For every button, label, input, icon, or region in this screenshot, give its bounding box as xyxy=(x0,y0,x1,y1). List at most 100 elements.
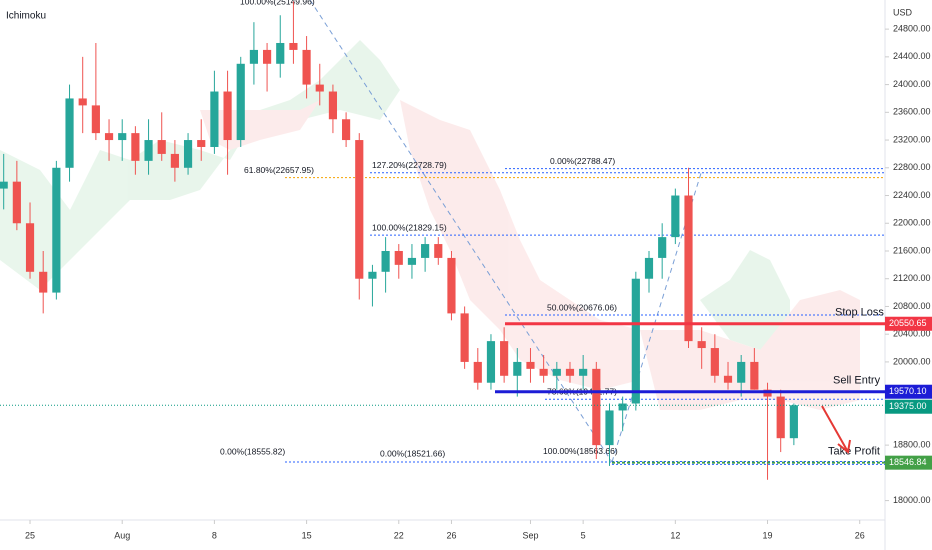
indicator-title: Ichimoku xyxy=(6,11,46,22)
candle-body xyxy=(249,49,258,64)
candle-body xyxy=(52,167,61,293)
candle-body xyxy=(104,133,114,141)
candle-body xyxy=(355,140,364,279)
candle-body xyxy=(39,271,48,293)
candle-body xyxy=(315,84,324,92)
y-tick-label: 23600.00 xyxy=(893,107,931,117)
fib-trend-line xyxy=(309,0,613,463)
candle-body xyxy=(671,195,680,238)
candle-body xyxy=(684,195,693,342)
candle-body xyxy=(0,181,8,189)
x-tick-label: Aug xyxy=(114,530,130,540)
candle-body xyxy=(737,361,746,383)
price-label: 18546.84 xyxy=(889,457,927,467)
fib-label: 0.00%(22788.47) xyxy=(550,156,615,166)
price-label-box xyxy=(885,455,932,470)
arrow xyxy=(821,405,851,454)
candle-body xyxy=(789,405,798,439)
candle-body xyxy=(697,341,706,349)
candle-body xyxy=(618,403,627,411)
candle-body xyxy=(144,140,153,161)
y-tick-label: 22800.00 xyxy=(893,162,931,172)
level-name: Sell Entry xyxy=(833,375,881,387)
y-tick-label: 24400.00 xyxy=(893,51,931,61)
candle-body xyxy=(342,119,351,141)
fib-label: 100.00%(25149.96) xyxy=(240,0,315,6)
candle-body xyxy=(592,368,601,446)
cloud-red xyxy=(640,290,860,410)
y-tick-label: 24000.00 xyxy=(893,79,931,89)
candle-body xyxy=(236,63,245,141)
price-label-box xyxy=(885,316,932,331)
currency-label: USD xyxy=(893,7,913,17)
candle-body xyxy=(434,244,443,258)
fib-label: 100.00%(21829.15) xyxy=(372,222,447,232)
candle-body xyxy=(328,91,338,120)
candle-body xyxy=(500,341,509,376)
x-tick-label: 8 xyxy=(212,530,217,540)
candle-body xyxy=(65,98,74,168)
candle-body xyxy=(750,361,759,390)
price-label: 20550.65 xyxy=(889,318,927,328)
x-tick-label: 26 xyxy=(855,530,865,540)
candle-body xyxy=(223,91,232,141)
candle-body xyxy=(513,361,522,376)
candle-body xyxy=(118,133,127,141)
candle-body xyxy=(91,105,100,134)
price-label: 19375.00 xyxy=(889,401,927,411)
candle-body xyxy=(394,250,403,265)
candle-body xyxy=(368,271,377,279)
candle-body xyxy=(460,313,469,362)
x-tick-label: Sep xyxy=(522,530,538,540)
x-tick-label: 5 xyxy=(581,530,586,540)
fib-label: 127.20%(22728.79) xyxy=(372,160,447,170)
price-label-box xyxy=(885,399,932,414)
y-tick-label: 18000.00 xyxy=(893,495,931,505)
candle-body xyxy=(631,278,640,404)
candle-body xyxy=(776,396,785,439)
x-tick-label: 22 xyxy=(394,530,404,540)
candle-body xyxy=(276,42,285,64)
price-label: 19570.10 xyxy=(889,386,927,396)
x-tick-label: 19 xyxy=(763,530,773,540)
candle-body xyxy=(381,250,390,272)
y-tick-label: 22000.00 xyxy=(893,218,931,228)
candle-body xyxy=(565,368,575,376)
candle-body xyxy=(552,368,561,376)
y-tick-label: 20400.00 xyxy=(893,329,931,339)
candle-body xyxy=(25,223,35,272)
y-tick-label: 22400.00 xyxy=(893,190,931,200)
x-tick-label: 12 xyxy=(670,530,680,540)
candle-body xyxy=(183,140,193,168)
candle-body xyxy=(289,42,298,50)
x-tick-label: 26 xyxy=(446,530,456,540)
candle-body xyxy=(157,140,166,154)
candle-body xyxy=(12,181,21,224)
candle-body xyxy=(302,49,311,85)
candle-body xyxy=(210,91,219,147)
candle-body xyxy=(658,237,667,258)
candle-body xyxy=(131,133,140,161)
fib-label: 0.00%(18555.82) xyxy=(220,446,285,456)
y-tick-label: 24800.00 xyxy=(893,23,931,33)
candle-body xyxy=(78,98,87,106)
candle-body xyxy=(579,368,588,376)
candle-body xyxy=(723,375,733,383)
level-name: Stop Loss xyxy=(835,307,884,319)
y-tick-label: 20800.00 xyxy=(893,301,931,311)
candle-body xyxy=(710,348,719,376)
level-name: Take Profit xyxy=(828,446,880,458)
candle-body xyxy=(407,257,417,265)
candle-body xyxy=(539,368,548,376)
y-tick-label: 18800.00 xyxy=(893,439,931,449)
candle-body xyxy=(421,244,430,258)
candle-body xyxy=(447,257,456,314)
candle-body xyxy=(262,49,272,64)
y-tick-label: 20000.00 xyxy=(893,356,931,366)
candle-body xyxy=(473,361,482,383)
candle-body xyxy=(605,410,614,446)
cloud-green xyxy=(0,40,400,290)
price-label-box xyxy=(885,384,932,399)
